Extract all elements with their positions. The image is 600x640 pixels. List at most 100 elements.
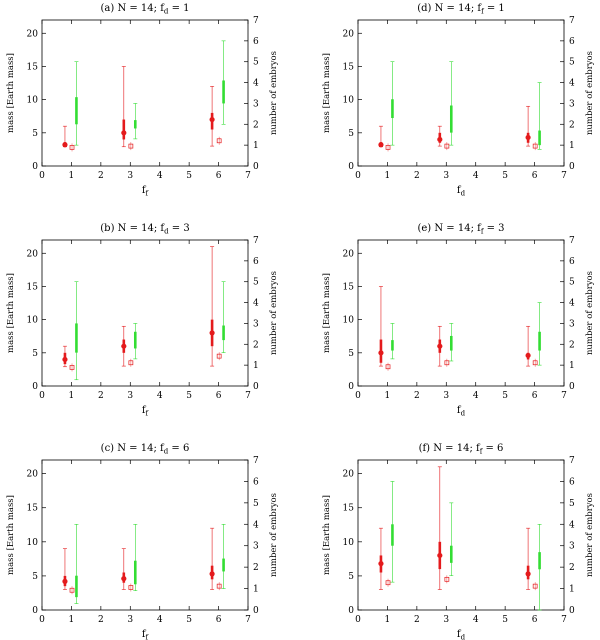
x-tick-label: 1 [69,391,75,401]
plot-frame [357,19,565,167]
y-tick-label: 15 [343,282,355,292]
y2-tick-label: 4 [253,299,259,309]
embryos-box [222,80,225,104]
y-tick-label: 15 [27,282,39,292]
y-tick-label: 10 [343,316,355,326]
chart-panel: (d) N = 14; ff = 10 1 2 3 4 5 6 705101520012345… [322,3,595,198]
mass-median-point [209,116,215,123]
y2-tick-label: 2 [253,563,259,573]
mass-median-point [209,330,215,336]
y2-tick-label: 4 [569,520,575,530]
y-axis-label: mass [Earth mass] [6,495,16,575]
y2-tick-label: 5 [253,499,259,509]
x-tick-label: 1 [69,171,75,181]
x-tick-label: 1 [69,615,75,625]
y2-tick-label: 6 [569,477,575,487]
x-tick-label: 0 [39,171,45,181]
chart-title: (b) N = 14; fd = 3 [100,223,189,236]
y-tick-label: 0 [348,162,354,172]
mass-median-point [378,561,384,567]
x-tick-label: 6 [216,391,222,401]
y2-tick-label: 0 [253,606,259,616]
x-tick-label: 2 [414,171,420,181]
x-tick-label: 7 [245,391,251,401]
x-axis-label: fd [457,185,466,198]
chart-title: (e) N = 14; ff = 3 [417,223,504,236]
embryos-box [75,97,78,125]
y2-axis-label: number of embryos [585,51,595,135]
x-tick-label: 0 [355,391,361,401]
y2-tick-label: 3 [569,319,575,329]
y2-tick-label: 5 [569,499,575,509]
y-tick-label: 5 [32,129,38,139]
y2-tick-label: 3 [253,542,259,552]
y-tick-label: 15 [343,504,355,514]
mass-median-point [62,142,68,148]
chart-title: (d) N = 14; ff = 1 [417,3,505,16]
x-tick-label: 4 [157,171,163,181]
x-axis-label: ff [142,405,150,418]
plot-frame [41,19,249,167]
mass-median-point [62,578,68,584]
y-tick-label: 0 [32,382,38,392]
x-tick-label: 6 [216,171,222,181]
plot-frame [41,239,249,387]
x-tick-label: 4 [473,615,479,625]
y2-tick-label: 6 [253,477,259,487]
y-tick-label: 10 [27,316,39,326]
x-tick-label: 7 [561,615,567,625]
y-tick-label: 5 [32,572,38,582]
embryos-box [538,130,541,146]
x-tick-label: 3 [443,615,449,625]
chart-panel: (b) N = 14; fd = 30 1 2 3 4 5 6 705101520012345… [6,223,279,418]
mass-median-point [121,343,127,349]
mass-median-point [525,352,531,359]
x-tick-label: 7 [245,171,251,181]
y2-tick-label: 1 [569,361,575,371]
y2-tick-label: 2 [569,563,575,573]
mass-median-point [209,571,215,577]
x-tick-label: 6 [532,615,538,625]
y2-axis-label: number of embryos [269,51,279,135]
x-tick-label: 3 [127,391,133,401]
y-tick-label: 20 [343,470,355,480]
x-tick-label: 1 [385,615,391,625]
y2-tick-label: 4 [253,79,259,89]
chart-panel: (c) N = 14; fd = 60 1 2 3 4 5 6 705101520012345… [6,443,279,640]
x-tick-label: 6 [216,615,222,625]
y2-tick-label: 3 [253,319,259,329]
embryos-box [133,331,137,349]
y2-tick-label: 2 [253,340,259,350]
y-tick-label: 0 [32,606,38,616]
y-tick-label: 20 [343,29,355,39]
x-tick-label: 4 [157,391,163,401]
y-tick-label: 0 [348,382,354,392]
embryos-box [449,545,453,563]
x-tick-label: 0 [39,391,45,401]
y-tick-label: 0 [348,606,354,616]
y2-tick-label: 7 [569,456,575,466]
x-tick-label: 6 [532,171,538,181]
y-tick-label: 5 [348,349,354,359]
x-tick-label: 5 [186,615,192,625]
y2-tick-label: 1 [253,141,259,151]
embryos-box [75,575,78,598]
x-tick-label: 5 [186,391,192,401]
embryos-box [133,560,137,585]
y2-tick-label: 1 [569,141,575,151]
x-axis-label: ff [142,629,150,640]
plot-frame [41,459,249,611]
plot-frame [357,239,565,387]
y-tick-label: 5 [32,349,38,359]
mass-median-point [437,343,443,349]
x-tick-label: 1 [385,391,391,401]
y-tick-label: 0 [32,162,38,172]
embryos-box [391,340,394,351]
y2-tick-label: 6 [253,257,259,267]
y-tick-label: 15 [27,62,39,72]
y2-axis-label: number of embryos [269,493,279,577]
mass-median-point [378,350,384,356]
y2-tick-label: 3 [569,99,575,109]
y-tick-label: 10 [343,96,355,106]
x-tick-label: 5 [186,171,192,181]
